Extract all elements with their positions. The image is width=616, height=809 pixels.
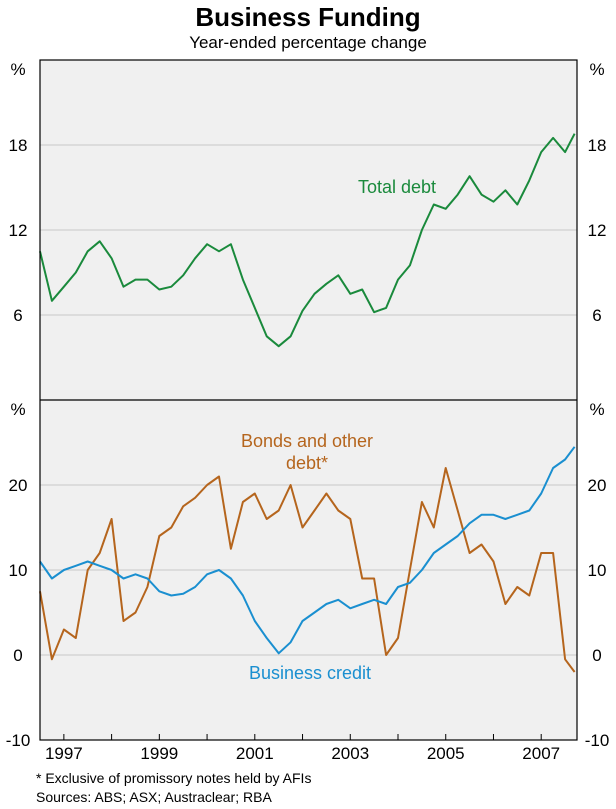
bonds-label-line1: Bonds and other	[241, 431, 373, 451]
y-tick-label: 6	[592, 306, 601, 325]
bonds-line	[39, 467, 576, 673]
y-tick-label: 10	[588, 561, 607, 580]
y-unit-right-bottom: %	[589, 400, 604, 419]
y-tick-label: 18	[9, 136, 28, 155]
y-tick-label: 0	[592, 646, 601, 665]
y-unit-left-bottom: %	[10, 400, 25, 419]
y-unit-left-top: %	[10, 60, 25, 79]
y-tick-label: 12	[9, 221, 28, 240]
y-tick-label: 0	[13, 646, 22, 665]
y-unit-right-top: %	[589, 60, 604, 79]
x-tick-label: 1997	[45, 744, 83, 763]
footnote: * Exclusive of promissory notes held by …	[36, 770, 312, 786]
x-tick-label: 2005	[427, 744, 465, 763]
y-tick-label: -10	[585, 731, 610, 750]
x-tick-label: 2007	[522, 744, 560, 763]
chart-frame	[39, 59, 578, 741]
business-credit-line	[39, 446, 576, 655]
y-tick-label: 18	[588, 136, 607, 155]
y-tick-label: -10	[6, 731, 31, 750]
x-tick-label: 2003	[331, 744, 369, 763]
y-tick-label: 6	[13, 306, 22, 325]
gridlines	[40, 144, 577, 656]
total-debt-line	[39, 133, 576, 348]
tick-labels: %%% % 6 6 12 12 18 18 -10 -10 0 0 10 10 20 20 1997 1999 20…	[6, 60, 610, 763]
chart-title: Business Funding	[195, 2, 421, 32]
y-tick-label: 10	[9, 561, 28, 580]
chart-subtitle: Year-ended percentage change	[189, 33, 427, 52]
business-credit-label: Business credit	[249, 663, 371, 683]
series-lines	[39, 133, 576, 673]
y-tick-label: 12	[588, 221, 607, 240]
y-tick-label: 20	[588, 476, 607, 495]
y-tick-label: 20	[9, 476, 28, 495]
sources-note: Sources: ABS; ASX; Austraclear; RBA	[36, 789, 272, 805]
x-tick-label: 1999	[140, 744, 178, 763]
bonds-label-line2: debt*	[286, 453, 328, 473]
total-debt-label: Total debt	[358, 177, 436, 197]
x-tick-label: 2001	[236, 744, 274, 763]
